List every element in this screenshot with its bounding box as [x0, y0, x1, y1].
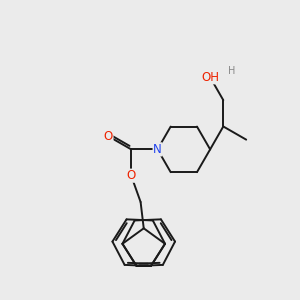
Text: H: H: [228, 66, 236, 76]
Text: O: O: [104, 130, 113, 143]
Text: N: N: [153, 143, 162, 156]
Text: O: O: [127, 169, 136, 182]
Text: OH: OH: [201, 71, 219, 84]
